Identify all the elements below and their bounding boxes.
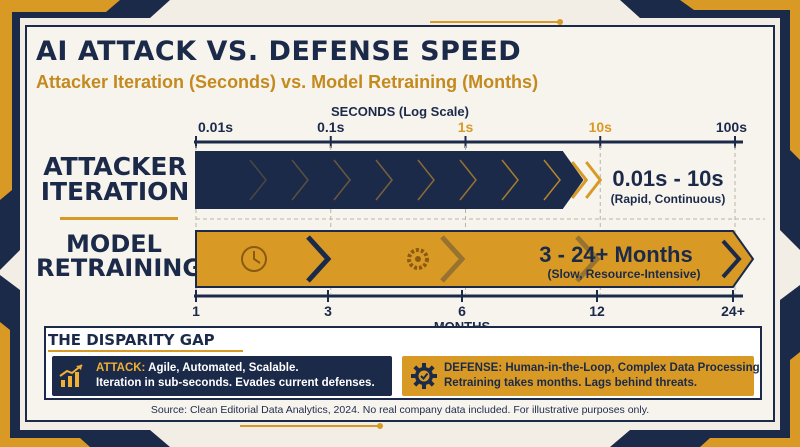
row-label-model-line2: RETRAINING — [36, 254, 203, 282]
top-axis-tick-label: 0.1s — [317, 119, 344, 135]
trend-up-chart-icon — [59, 364, 83, 387]
source-note: Source: Clean Editorial Data Analytics, … — [150, 404, 650, 416]
defense-summary-line2: Retraining takes months. Lags behind thr… — [444, 376, 698, 389]
gear-icon-hub — [415, 256, 421, 262]
attack-summary-line2: Iteration in sub-seconds. Evades current… — [96, 376, 375, 389]
bottom-axis-tick-label: 3 — [324, 303, 332, 319]
gear-check-icon — [411, 363, 437, 389]
attack-summary-box — [52, 356, 392, 396]
clock-icon-hands — [253, 251, 261, 264]
model-value-label: 3 - 24+ Months — [539, 242, 692, 267]
attacker-arrow-chevron — [571, 161, 589, 199]
top-axis-tick-label: 100s — [716, 119, 747, 135]
attacker-arrow-chevron — [585, 161, 603, 199]
model-note: (Slow, Resource-Intensive) — [548, 267, 701, 281]
row-divider — [60, 217, 178, 220]
model-bar-chevron — [306, 235, 332, 283]
bottom-axis-tick-label: 12 — [589, 303, 605, 319]
attacker-note: (Rapid, Continuous) — [611, 192, 726, 206]
page-subtitle: Attacker Iteration (Seconds) vs. Model R… — [36, 72, 539, 92]
row-label-attacker-line1: ATTACKER — [43, 152, 187, 181]
bottom-axis-tick-label: 6 — [458, 303, 466, 319]
gear-icon — [407, 248, 429, 270]
bottom-axis-tick-label: 1 — [192, 303, 200, 319]
speed-chart: SECONDS (Log Scale) 0.01s 0.1s 1s 10s 100s 0.0… — [192, 104, 765, 334]
row-label-attacker-line2: ITERATION — [40, 177, 190, 206]
top-axis-tick-label: 0.01s — [198, 119, 233, 135]
attacker-bar-chevron — [291, 159, 309, 201]
bottom-axis-tick-label: 24+ — [721, 303, 745, 319]
attacker-bar-chevron — [543, 159, 561, 201]
top-axis-title: SECONDS (Log Scale) — [331, 104, 469, 119]
defense-summary-text: DEFENSE: Human-in-the-Loop, Complex Data… — [444, 361, 763, 391]
attacker-bar — [195, 151, 584, 209]
clock-icon — [241, 246, 267, 272]
defense-summary-line1: DEFENSE: Human-in-the-Loop, Complex Data… — [444, 362, 763, 374]
row-label-model: MODEL RETRAINING — [36, 230, 203, 282]
disparity-gap-title: THE DISPARITY GAP — [48, 331, 215, 349]
attacker-bar-chevron — [501, 159, 519, 201]
page-title: AI ATTACK VS. DEFENSE SPEED — [36, 36, 522, 67]
attack-summary-line1: Agile, Automated, Scalable. — [145, 362, 299, 374]
attack-summary-accent: ATTACK: — [96, 362, 146, 374]
attacker-bar-chevron — [459, 159, 477, 201]
top-axis-tick-label: 1s — [458, 119, 474, 135]
attacker-bar-chevron — [375, 159, 393, 201]
top-axis-tick-label: 10s — [589, 119, 613, 135]
row-label-attacker: ATTACKER ITERATION — [40, 154, 190, 204]
attacker-bar-chevron — [249, 159, 267, 201]
model-retraining-bar — [195, 230, 755, 288]
row-label-model-line1: MODEL — [66, 230, 162, 258]
attack-summary-text: ATTACK: Agile, Automated, Scalable. Iter… — [96, 361, 375, 391]
disparity-gap-underline — [48, 350, 243, 352]
attacker-value-label: 0.01s - 10s — [612, 166, 723, 191]
attacker-bar-chevron — [417, 159, 435, 201]
model-bar-chevron — [575, 235, 601, 283]
attacker-bar-chevron — [333, 159, 351, 201]
model-arrow-chevron — [721, 239, 742, 279]
defense-summary-box — [402, 356, 754, 396]
model-bar-chevron — [440, 235, 466, 283]
